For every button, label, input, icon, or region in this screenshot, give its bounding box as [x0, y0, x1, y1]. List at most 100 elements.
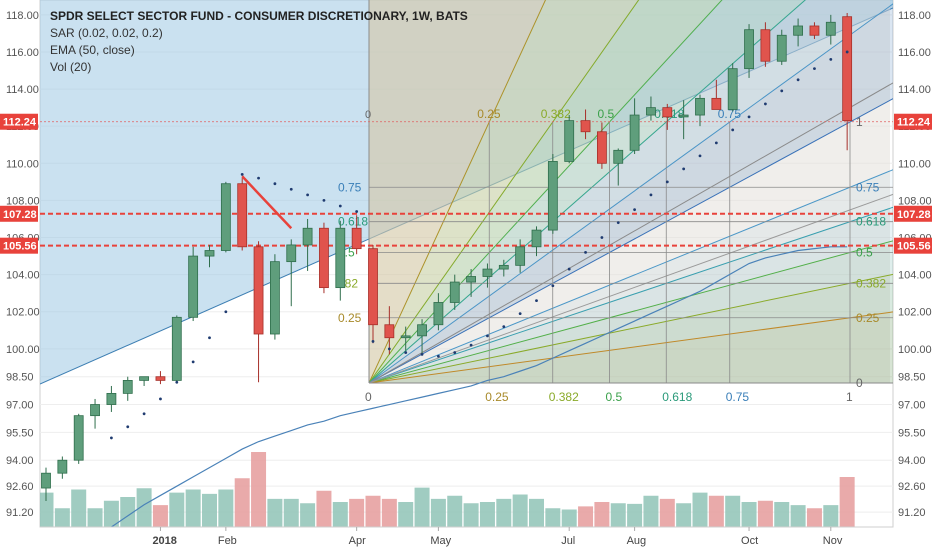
y-tick-right: 104.00 — [898, 270, 932, 282]
fan-label-top: 0.5 — [598, 107, 615, 121]
volume-bar — [169, 492, 185, 527]
candle-body — [613, 149, 624, 164]
x-tick-label: 2018 — [152, 535, 176, 547]
price-tag-left: 105.56 — [3, 241, 37, 253]
y-tick-left: 100.00 — [6, 344, 40, 356]
volume-bar — [283, 498, 299, 527]
fan-label-right: 0.5 — [856, 246, 873, 260]
price-tag-right-bg — [894, 205, 932, 222]
y-tick-right: 97.00 — [898, 400, 926, 412]
sar-dot — [240, 173, 244, 176]
sar-dot — [142, 412, 146, 416]
candle-body — [286, 244, 297, 263]
volume-bar — [251, 452, 267, 527]
y-tick-right: 95.50 — [898, 427, 926, 439]
volume-bar — [806, 508, 822, 527]
volume-bar — [725, 495, 741, 527]
y-tick-right: 100.00 — [898, 344, 932, 356]
volume-bar — [512, 494, 528, 527]
indicator-ema-label[interactable]: EMA (50, close) — [50, 43, 135, 57]
sar-dot — [845, 50, 849, 54]
y-tick-left: 92.60 — [6, 481, 34, 493]
indicator-sar-label[interactable]: SAR (0.02, 0.02, 0.2) — [50, 26, 163, 40]
sar-dot — [584, 250, 587, 254]
volume-bar — [676, 503, 692, 527]
volume-bar — [741, 502, 757, 527]
chart-legend: SPDR SELECT SECTOR FUND - CONSUMER DISCR… — [50, 8, 468, 76]
volume-bar — [496, 498, 512, 527]
sar-dot — [404, 351, 408, 354]
volume-bar — [218, 489, 234, 527]
sar-dot — [257, 176, 260, 180]
y-tick-left: 110.00 — [6, 158, 39, 170]
indicator-vol-label[interactable]: Vol (20) — [50, 60, 92, 74]
candle-body — [564, 120, 575, 162]
sar-dot — [649, 193, 653, 197]
volume-bar — [823, 505, 839, 527]
fan-label-left: 0.75 — [338, 180, 362, 194]
y-tick-right: 94.00 — [898, 455, 926, 467]
volume-bar — [381, 498, 397, 527]
candle-body — [417, 324, 427, 337]
candle-body — [155, 376, 166, 381]
volume-bar — [708, 495, 724, 527]
volume-bar — [267, 498, 283, 527]
candle-body — [433, 302, 444, 326]
volume-bar — [332, 502, 348, 527]
fan-label-bottom: 0.75 — [726, 390, 750, 404]
volume-bar — [54, 508, 70, 527]
volume-bar — [545, 508, 561, 527]
sar-dot — [371, 340, 375, 343]
fan-label-bottom: 0 — [365, 390, 372, 404]
x-tick-label: Jul — [561, 535, 575, 547]
fan-label-right: 0.382 — [856, 276, 886, 290]
sar-dot — [224, 310, 228, 314]
y-tick-right: 114.00 — [898, 84, 931, 96]
volume-bar — [529, 498, 544, 527]
fan-label-bottom: 0.382 — [549, 390, 579, 404]
fan-label-right: 0 — [856, 376, 863, 390]
sar-dot — [322, 199, 326, 202]
sar-dot — [518, 312, 522, 316]
candle-body — [106, 392, 117, 405]
price-tag-left-bg — [0, 205, 38, 222]
candle-body — [384, 324, 395, 339]
y-tick-right: 110.00 — [898, 158, 931, 170]
candle-body — [825, 21, 836, 36]
sar-dot — [731, 128, 735, 132]
fan-line-lower — [368, 273, 893, 384]
price-tag-left: 112.24 — [3, 117, 37, 129]
sar-dot — [665, 180, 669, 184]
candle-body — [727, 68, 738, 110]
sar-dot — [829, 57, 833, 61]
y-tick-left: 94.00 — [6, 455, 34, 467]
x-tick-label: Apr — [349, 535, 366, 547]
candle-body — [204, 250, 215, 257]
candle-body — [171, 316, 182, 381]
y-tick-right: 118.00 — [898, 10, 931, 22]
fan-line-lower — [368, 311, 893, 384]
sar-dot — [110, 436, 113, 440]
candle-body — [678, 114, 689, 118]
candle-body — [220, 183, 231, 251]
price-tag-left: 107.28 — [3, 209, 37, 221]
fan-label-right: 1 — [856, 115, 863, 129]
candle-body — [547, 161, 558, 231]
sar-dot — [453, 351, 457, 354]
price-tag-right-bg — [894, 237, 932, 254]
fan-label-bottom: 0.25 — [485, 390, 509, 404]
fan-sector — [369, 0, 893, 383]
y-tick-right: 108.00 — [898, 195, 932, 207]
sar-dot — [437, 354, 440, 358]
candle-body — [73, 415, 84, 461]
candle-body — [122, 380, 133, 394]
candle-body — [482, 268, 493, 277]
candle-body — [188, 255, 199, 318]
candle-body — [41, 472, 51, 489]
candle-body — [368, 248, 378, 326]
sar-dot — [682, 167, 686, 171]
volume-bar — [463, 503, 479, 527]
sar-dot — [698, 154, 702, 158]
fan-label-right: 0.75 — [856, 180, 880, 194]
